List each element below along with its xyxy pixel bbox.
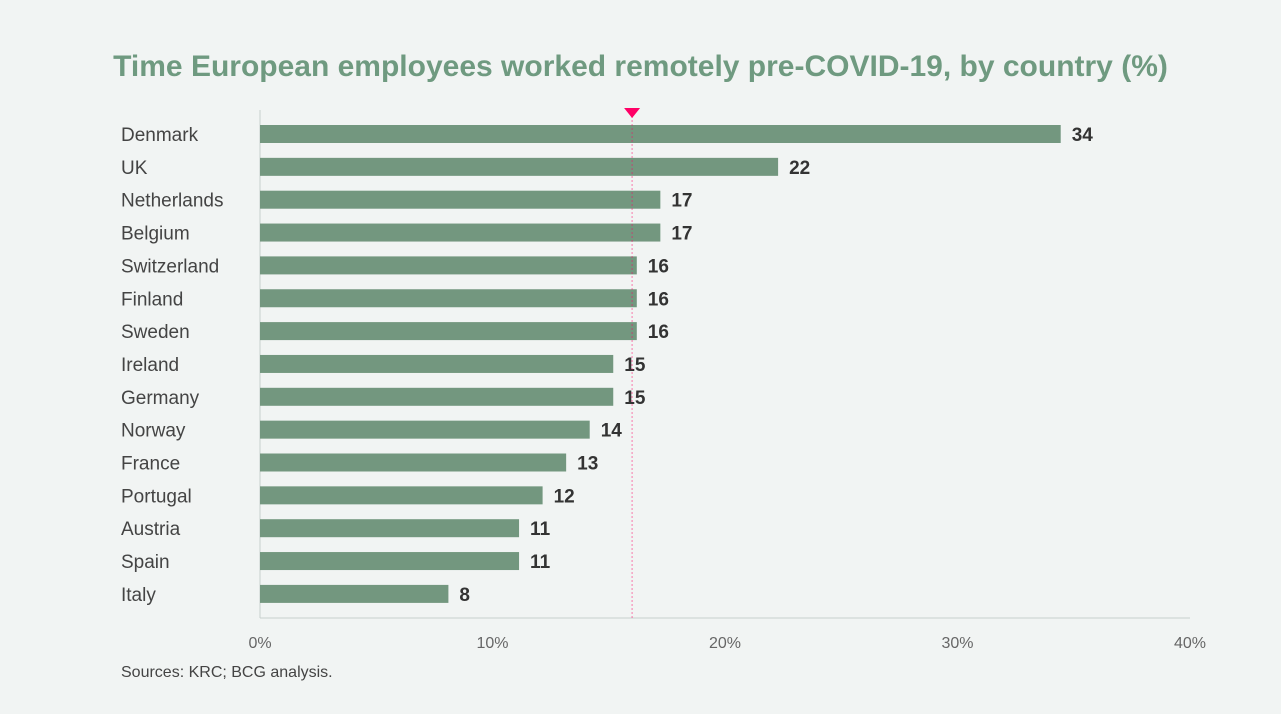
category-label: Germany [121, 388, 200, 409]
data-label: 8 [459, 585, 470, 606]
data-label: 15 [624, 388, 646, 409]
data-label: 17 [671, 224, 692, 245]
data-label: 13 [577, 454, 598, 475]
bar-uk [260, 157, 779, 176]
category-label: Ireland [121, 355, 179, 376]
chart-title: Time European employees worked remotely … [113, 50, 1168, 83]
category-label: Denmark [121, 125, 199, 146]
data-label: 12 [554, 486, 575, 507]
source-note: Sources: KRC; BCG analysis. [121, 664, 333, 681]
data-label: 17 [671, 191, 692, 212]
bar-sweden [260, 322, 637, 341]
x-tick-label: 10% [476, 635, 508, 652]
data-label: 16 [648, 256, 669, 277]
bar-belgium [260, 223, 661, 242]
data-label: 34 [1072, 125, 1094, 146]
category-label: Norway [121, 421, 186, 442]
x-tick-label: 0% [248, 635, 271, 652]
bar-austria [260, 519, 520, 538]
bar-ireland [260, 354, 614, 373]
bar-italy [260, 584, 449, 603]
data-label: 16 [648, 289, 669, 310]
category-label: Italy [121, 585, 156, 606]
category-label: Spain [121, 552, 170, 573]
category-label: UK [121, 158, 148, 179]
x-tick-label: 40% [1174, 635, 1206, 652]
bar-denmark [260, 125, 1061, 143]
category-label: Sweden [121, 322, 190, 343]
bar-norway [260, 420, 590, 439]
category-label: Switzerland [121, 256, 219, 277]
bar-netherlands [260, 190, 661, 209]
bar-finland [260, 289, 637, 308]
category-label: Portugal [121, 486, 192, 507]
x-tick-label: 20% [709, 635, 741, 652]
reference-marker-icon [624, 108, 641, 118]
data-label: 22 [789, 158, 810, 179]
data-label: 15 [624, 355, 646, 376]
category-label: Austria [121, 519, 181, 540]
bar-germany [260, 387, 614, 406]
data-label: 11 [530, 552, 551, 573]
data-label: 11 [530, 519, 551, 540]
bar-france [260, 453, 567, 472]
x-tick-label: 30% [941, 635, 973, 652]
category-label: France [121, 454, 180, 475]
category-label: Finland [121, 289, 183, 310]
bar-portugal [260, 486, 543, 505]
data-label: 16 [648, 322, 669, 343]
bar-spain [260, 552, 520, 571]
category-label: Netherlands [121, 191, 223, 212]
category-label: Belgium [121, 224, 190, 245]
data-label: 14 [601, 421, 623, 442]
bar-switzerland [260, 256, 637, 275]
